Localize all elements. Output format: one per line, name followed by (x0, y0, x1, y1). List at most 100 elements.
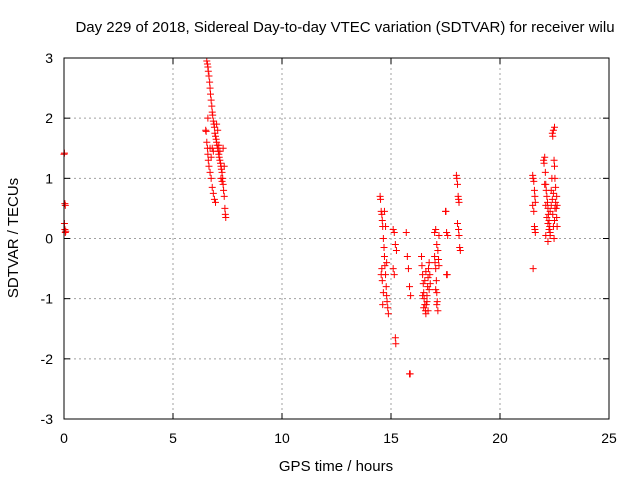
data-point (216, 156, 224, 164)
y-tick-label: 3 (45, 50, 53, 66)
data-point (419, 280, 427, 288)
data-point (550, 235, 558, 242)
x-tick-label: 15 (383, 430, 399, 446)
data-point (541, 168, 549, 176)
data-point (209, 147, 217, 155)
data-point (530, 222, 538, 230)
data-point (549, 132, 557, 140)
data-point (203, 138, 211, 146)
data-point (419, 271, 427, 279)
data-point (418, 253, 426, 261)
data-point (431, 253, 439, 261)
data-point (549, 189, 557, 197)
data-point (213, 120, 221, 128)
data-point (433, 301, 441, 309)
data-point (221, 204, 229, 212)
data-point (453, 180, 461, 188)
x-tick-label: 10 (274, 430, 290, 446)
data-point (381, 262, 389, 270)
data-point (426, 271, 434, 279)
data-point (214, 126, 222, 134)
data-point (550, 156, 558, 164)
data-point (378, 216, 386, 224)
data-point (207, 96, 215, 104)
data-point (552, 198, 560, 206)
data-point (202, 127, 210, 135)
data-point (220, 162, 228, 170)
data-point (378, 265, 386, 273)
data-point (549, 126, 557, 134)
data-point (209, 189, 217, 197)
data-point (418, 262, 426, 270)
data-point (434, 307, 442, 315)
data-point (383, 292, 391, 300)
data-point (422, 268, 430, 276)
data-point (433, 289, 441, 297)
data-point (204, 150, 212, 158)
data-point (203, 57, 211, 65)
data-point (389, 225, 397, 233)
data-point (404, 265, 412, 273)
data-point (531, 228, 539, 236)
data-point (425, 286, 433, 294)
data-point (541, 153, 549, 161)
data-point (433, 241, 441, 249)
x-tick-labels: 0 5 10 15 20 25 (60, 430, 617, 446)
data-point (220, 186, 228, 194)
data-point (420, 304, 428, 312)
data-point (403, 253, 411, 261)
data-point (431, 259, 439, 267)
data-points (60, 57, 561, 378)
x-tick-label: 5 (169, 430, 177, 446)
data-point (218, 168, 226, 176)
data-point (383, 298, 391, 306)
data-point (553, 192, 561, 200)
data-point (420, 289, 428, 297)
data-point (544, 238, 552, 246)
y-tick-label: -1 (41, 291, 54, 307)
data-point (443, 228, 451, 236)
data-point (424, 307, 432, 315)
data-point (204, 114, 212, 122)
data-point (392, 247, 400, 255)
data-point (423, 298, 431, 306)
data-point (219, 180, 227, 188)
data-point (431, 228, 439, 236)
data-point (549, 210, 557, 218)
data-point (219, 144, 227, 152)
data-point (529, 265, 537, 273)
data-point (205, 162, 213, 170)
data-point (530, 177, 538, 185)
data-point (215, 141, 223, 149)
data-point (378, 277, 386, 285)
data-point (435, 256, 443, 264)
data-point (443, 271, 451, 279)
data-point (380, 244, 388, 252)
y-tick-label: 0 (45, 231, 53, 247)
data-point (434, 247, 442, 255)
chart-title: Day 229 of 2018, Sidereal Day-to-day VTE… (75, 19, 614, 36)
data-point (455, 231, 463, 239)
data-point (529, 201, 537, 209)
data-point (426, 280, 434, 288)
y-tick-label: -2 (41, 351, 54, 367)
data-point (380, 253, 388, 261)
data-point (220, 192, 228, 200)
data-point (540, 159, 548, 167)
data-point (206, 168, 214, 176)
data-point (379, 301, 387, 309)
data-point (546, 231, 554, 239)
data-point (547, 201, 555, 209)
data-point (406, 283, 414, 291)
data-point (552, 204, 560, 212)
data-point (541, 180, 549, 188)
data-point (453, 219, 461, 227)
grid (64, 58, 609, 419)
data-point (420, 295, 428, 303)
data-point (212, 198, 220, 206)
y-tick-label: -3 (41, 411, 54, 427)
data-point (406, 370, 414, 378)
data-point (210, 195, 218, 203)
x-tick-label: 0 (60, 430, 68, 446)
data-point (377, 271, 385, 279)
